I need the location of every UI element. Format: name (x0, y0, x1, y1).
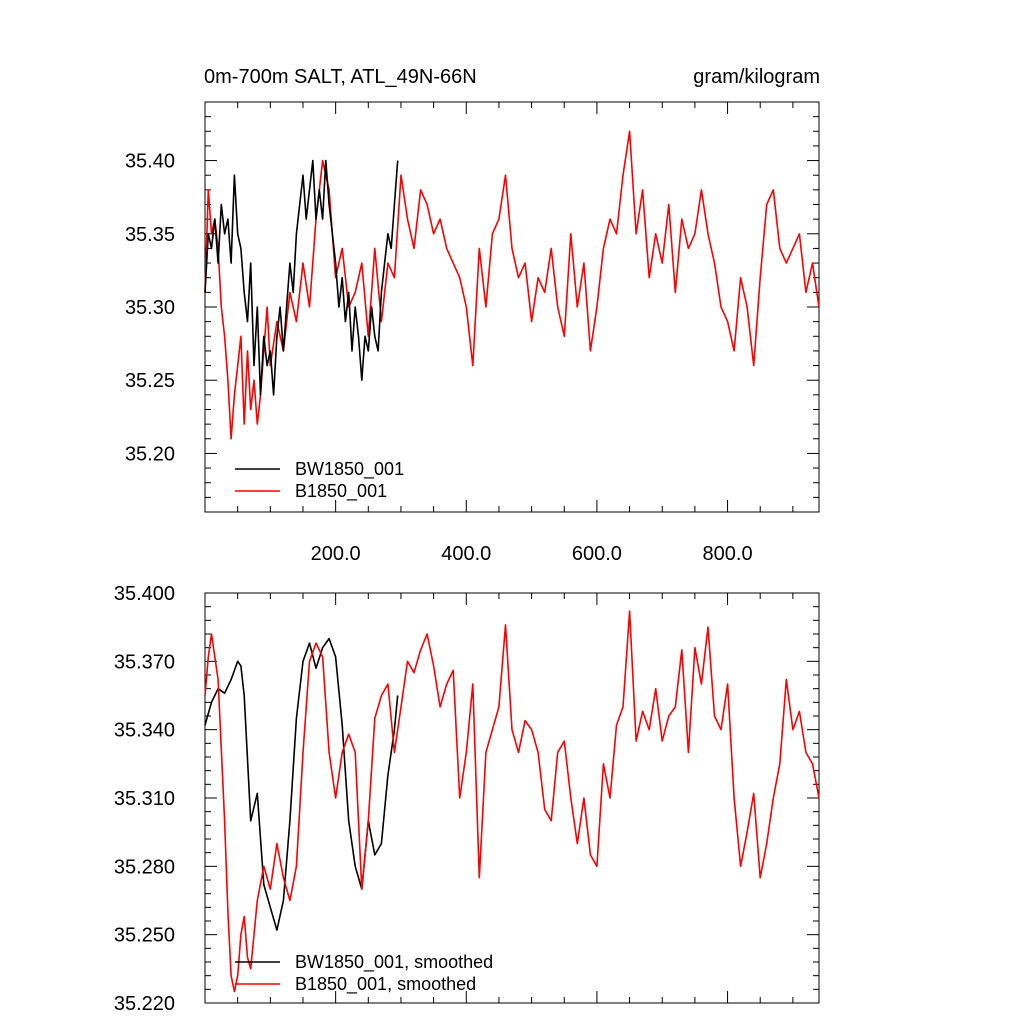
bottom-panel: 35.400 35.370 35.340 35.310 35.280 35.250 35.2… (114, 583, 820, 1015)
top-legend-label-bw1850: BW1850_001 (295, 459, 404, 480)
top-y-tick-labels: 35.20 35.25 35.30 35.35 35.40 (125, 151, 175, 466)
x-tick-label: 600.0 (572, 543, 622, 565)
y-tick-label: 35.35 (125, 224, 175, 246)
y-tick-label: 35.25 (125, 370, 175, 392)
top-legend: BW1850_001 B1850_001 (235, 459, 404, 502)
bottom-legend-label-b1850: B1850_001, smoothed (295, 974, 476, 995)
y-tick-label: 35.30 (125, 297, 175, 319)
bottom-tick-marks (205, 592, 819, 1004)
x-tick-label: 200.0 (311, 543, 361, 565)
y-tick-label: 35.20 (125, 443, 175, 465)
top-legend-label-b1850: B1850_001 (295, 481, 387, 502)
top-title-right: gram/kilogram (693, 66, 820, 88)
series-line-b1850 (204, 610, 820, 993)
top-series-lines (204, 130, 820, 440)
y-tick-label: 35.400 (114, 583, 175, 605)
top-panel: 0m-700m SALT, ATL_49N-66N gram/kilogram … (125, 66, 820, 565)
x-tick-label: 400.0 (441, 543, 491, 565)
top-tick-marks (205, 101, 819, 513)
bottom-legend: BW1850_001, smoothed B1850_001, smoothed (235, 952, 493, 995)
y-tick-label: 35.280 (114, 856, 175, 878)
y-tick-label: 35.370 (114, 651, 175, 673)
x-tick-label: 800.0 (703, 543, 753, 565)
bottom-series-lines (204, 610, 820, 993)
y-tick-label: 35.220 (114, 993, 175, 1015)
y-tick-label: 35.340 (114, 720, 175, 742)
bottom-legend-label-bw1850: BW1850_001, smoothed (295, 952, 493, 973)
y-tick-label: 35.310 (114, 788, 175, 810)
y-tick-label: 35.250 (114, 925, 175, 947)
series-line-bw1850 (204, 159, 399, 396)
y-tick-label: 35.40 (125, 151, 175, 173)
top-title-left: 0m-700m SALT, ATL_49N-66N (204, 66, 477, 88)
bottom-y-tick-labels: 35.400 35.370 35.340 35.310 35.280 35.250 35.2… (114, 583, 175, 1015)
top-x-tick-labels: 200.0 400.0 600.0 800.0 (311, 543, 753, 565)
